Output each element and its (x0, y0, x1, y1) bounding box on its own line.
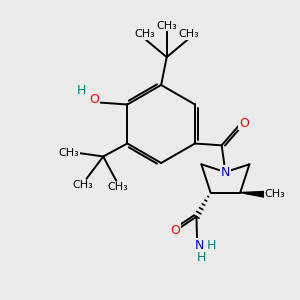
Polygon shape (240, 191, 266, 197)
Text: CH₃: CH₃ (108, 182, 128, 192)
Text: CH₃: CH₃ (264, 189, 285, 200)
Text: O: O (239, 117, 249, 130)
Text: O: O (171, 224, 181, 237)
Text: CH₃: CH₃ (156, 21, 177, 31)
Text: CH₃: CH₃ (178, 29, 200, 39)
Text: H: H (207, 239, 216, 252)
Text: CH₃: CH₃ (72, 181, 93, 190)
Text: N: N (221, 166, 230, 178)
Text: H: H (197, 251, 206, 264)
Text: CH₃: CH₃ (134, 29, 155, 39)
Text: N: N (194, 239, 204, 252)
Text: O: O (89, 93, 99, 106)
Text: CH₃: CH₃ (59, 148, 80, 158)
Text: H: H (76, 84, 86, 97)
